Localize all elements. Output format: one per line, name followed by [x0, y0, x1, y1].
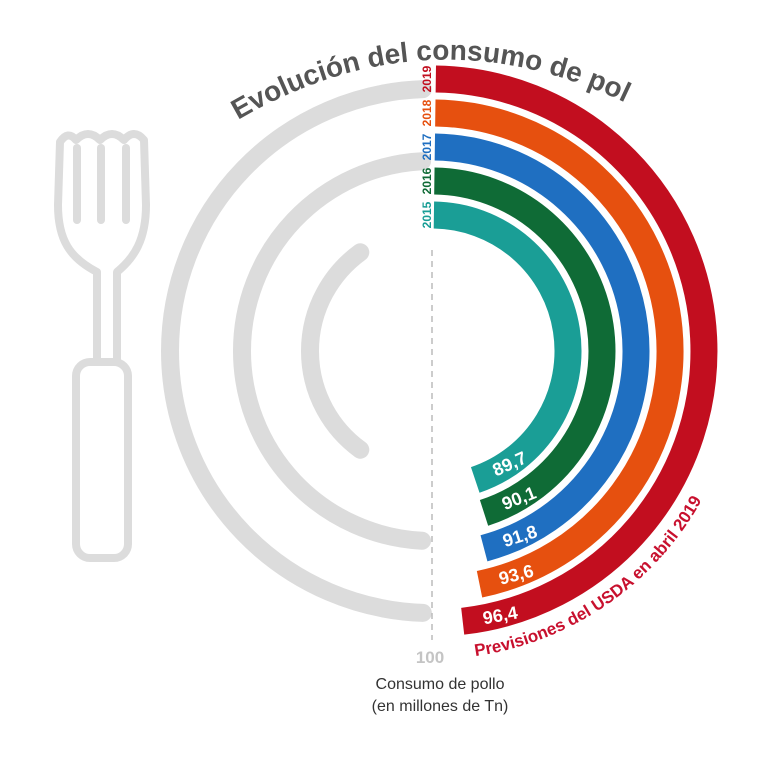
plate-outer-arc — [161, 80, 432, 622]
bar-2019 — [435, 65, 718, 635]
year-label-2016: 2016 — [420, 167, 434, 194]
bar-2016 — [434, 167, 616, 526]
value-label-2017: 91,8 — [500, 521, 539, 551]
plate-middle-arc — [233, 152, 432, 550]
axis-caption-line2: (en millones de Tn) — [371, 698, 509, 715]
bars-group — [433, 65, 718, 635]
plate-inner-arc — [301, 243, 370, 459]
scale-max-label: 100 — [416, 648, 444, 667]
bar-2015 — [433, 201, 582, 493]
axis-caption-line1: Consumo de pollo — [375, 676, 505, 693]
year-label-2019: 2019 — [420, 65, 434, 92]
year-labels: 2015 2016 2017 2018 2019 — [420, 65, 434, 228]
year-label-2017: 2017 — [420, 133, 434, 160]
year-label-2018: 2018 — [420, 99, 434, 126]
fork-icon — [54, 130, 150, 562]
bar-2018 — [435, 99, 684, 598]
bar-2017 — [434, 133, 650, 562]
year-label-2015: 2015 — [420, 201, 434, 228]
plate-icon — [161, 80, 432, 622]
